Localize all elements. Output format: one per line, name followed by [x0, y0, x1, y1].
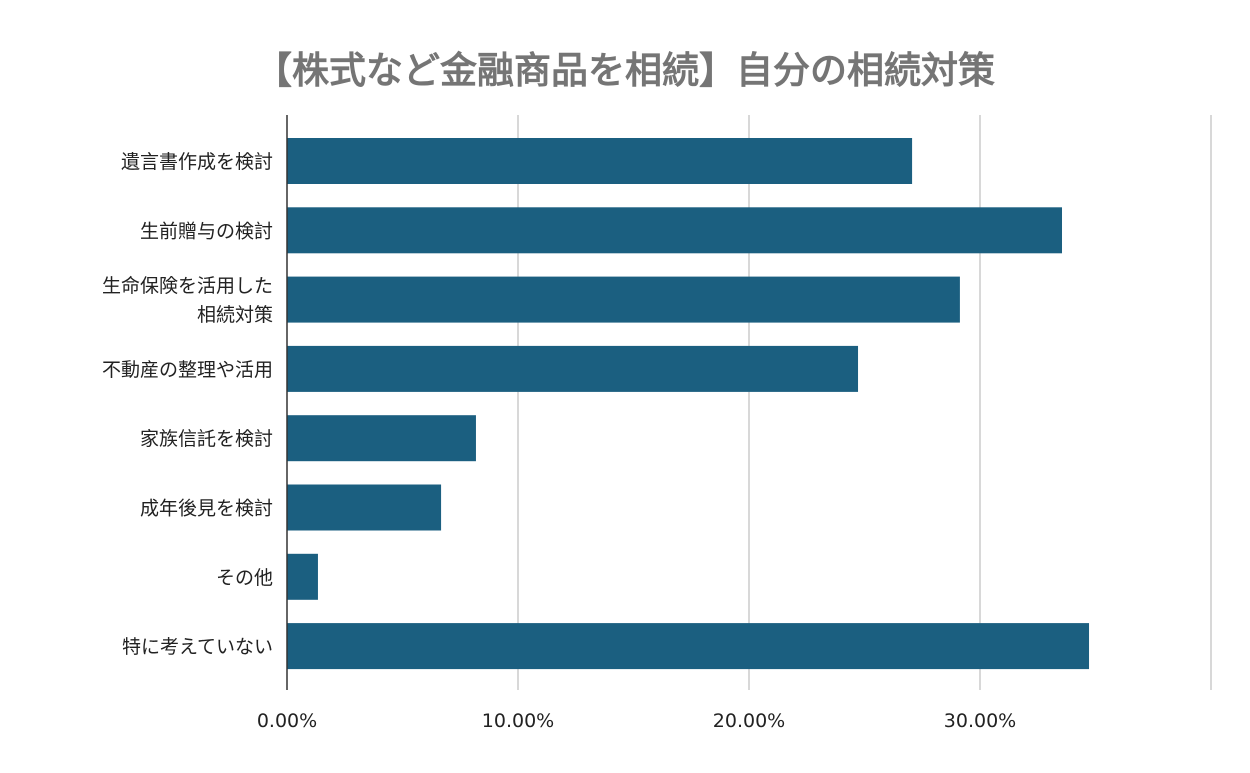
y-category-label: 遺言書作成を検討 [121, 151, 273, 173]
bar [287, 276, 960, 323]
bar [287, 415, 476, 462]
y-category-label: 家族信託を検討 [140, 428, 273, 450]
y-category-label: 生前贈与の検討 [140, 220, 273, 242]
bar [287, 138, 913, 184]
y-category-label: 特に考えていない [122, 636, 273, 658]
x-tick-label: 30.00% [944, 710, 1016, 732]
bar [287, 623, 1090, 670]
bar [287, 207, 1063, 254]
x-tick-label: 0.00% [257, 710, 317, 732]
y-category-label: 不動産の整理や活用 [102, 359, 273, 381]
x-tick-label: 20.00% [713, 710, 785, 732]
y-category-label: その他 [216, 567, 273, 589]
bar [287, 553, 318, 600]
chart-title: 【株式など金融商品を相続】自分の相続対策 [255, 49, 995, 92]
y-category-label: 成年後見を検討 [140, 498, 273, 520]
bar [287, 484, 442, 531]
bar [287, 345, 859, 392]
x-tick-label: 10.00% [482, 710, 554, 732]
y-category-label: 生命保険を活用した相続対策 [102, 275, 273, 326]
